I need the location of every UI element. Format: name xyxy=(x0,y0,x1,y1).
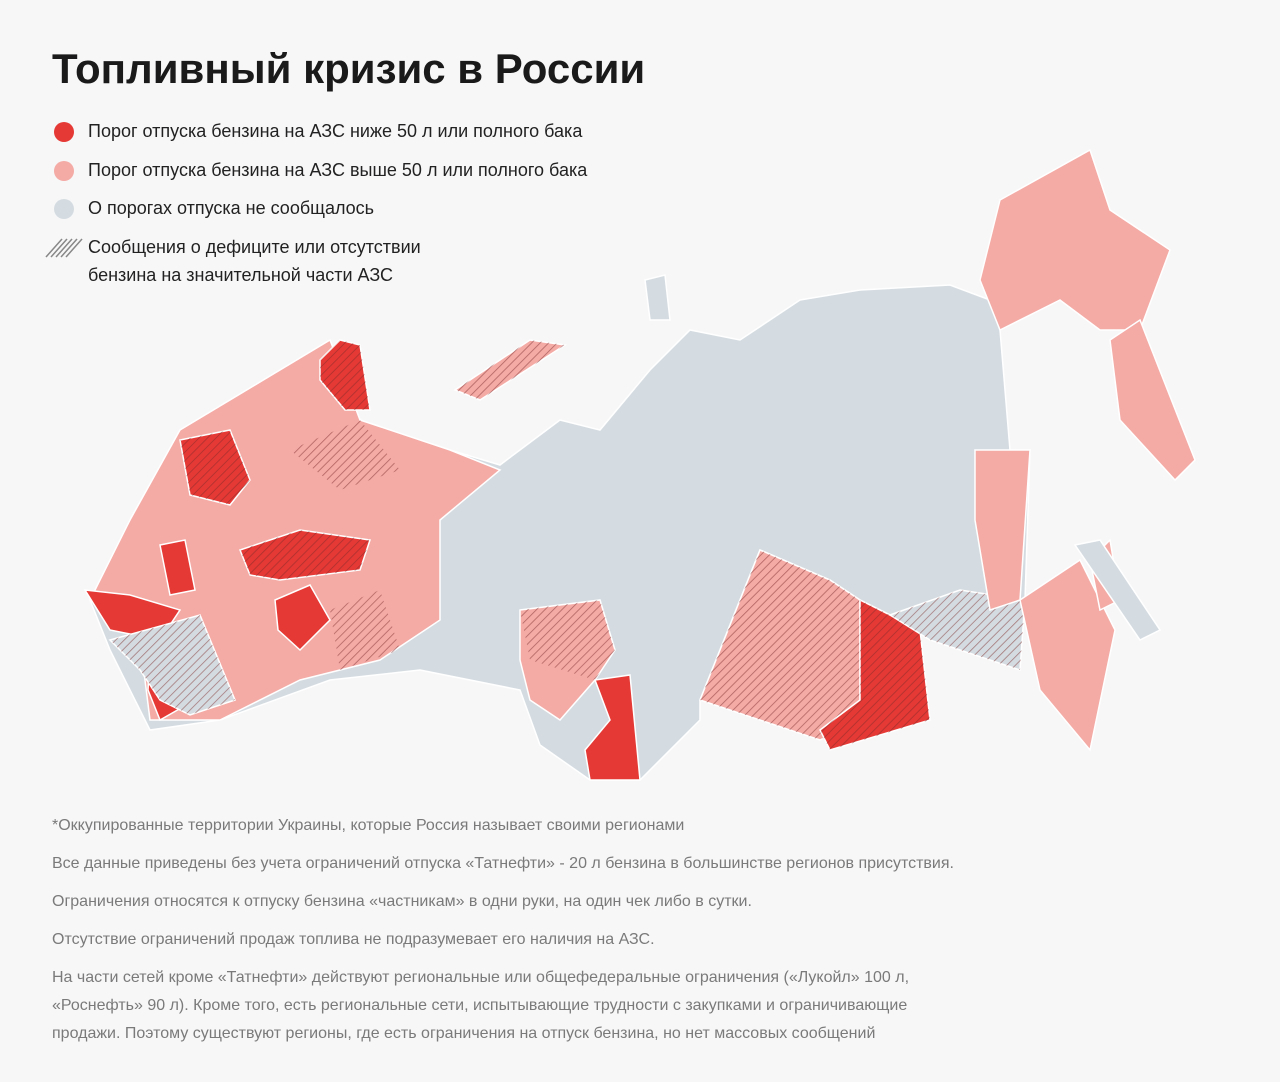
region xyxy=(1109,318,1196,482)
legend-swatch xyxy=(45,238,83,258)
hatch xyxy=(820,600,930,750)
region xyxy=(979,148,1171,332)
region xyxy=(584,674,641,781)
region xyxy=(159,539,196,596)
hatch-line xyxy=(50,238,68,258)
legend: Порог отпуска бензина на АЗС ниже 50 л и… xyxy=(45,121,588,285)
legend-label: бензина на значительной части АЗС xyxy=(88,265,393,285)
hatch-line xyxy=(45,238,63,258)
footnote: Ограничения относятся к отпуску бензина … xyxy=(52,893,752,910)
hatch-line xyxy=(65,238,83,258)
footnote: На части сетей кроме «Татнефти» действую… xyxy=(52,969,909,986)
footnote: Все данные приведены без учета ограничен… xyxy=(52,855,954,872)
hatch xyxy=(455,340,565,400)
region xyxy=(1019,558,1116,752)
legend-label: О порогах отпуска не сообщалось xyxy=(88,198,374,218)
hatch xyxy=(180,430,250,505)
map xyxy=(83,148,1196,781)
footnote: *Оккупированные территории Украины, кото… xyxy=(52,817,684,834)
legend-swatch xyxy=(54,122,74,142)
hatch xyxy=(320,340,370,410)
legend-swatch xyxy=(54,161,74,181)
legend-label: Порог отпуска бензина на АЗС ниже 50 л и… xyxy=(88,121,583,141)
hatch-line xyxy=(60,238,78,258)
legend-label: Порог отпуска бензина на АЗС выше 50 л и… xyxy=(88,160,588,180)
region xyxy=(644,274,671,321)
hatch xyxy=(520,600,615,680)
legend-label: Сообщения о дефиците или отсутствии xyxy=(88,237,421,257)
footnote: «Роснефть» 90 л). Кроме того, есть регио… xyxy=(52,997,907,1014)
hatch xyxy=(290,420,400,490)
region xyxy=(274,584,331,652)
hatch xyxy=(330,590,400,670)
hatch xyxy=(240,530,370,580)
region xyxy=(1073,539,1162,641)
hatch-line xyxy=(55,238,73,258)
hatch xyxy=(110,615,235,715)
footnote: продажи. Поэтому существуют регионы, где… xyxy=(52,1025,875,1042)
footnote: Отсутствие ограничений продаж топлива не… xyxy=(52,931,655,948)
region xyxy=(974,449,1031,611)
notes: *Оккупированные территории Украины, кото… xyxy=(52,817,954,1042)
legend-swatch xyxy=(54,199,74,219)
hatch xyxy=(700,550,860,740)
title: Топливный кризис в России xyxy=(52,45,645,92)
